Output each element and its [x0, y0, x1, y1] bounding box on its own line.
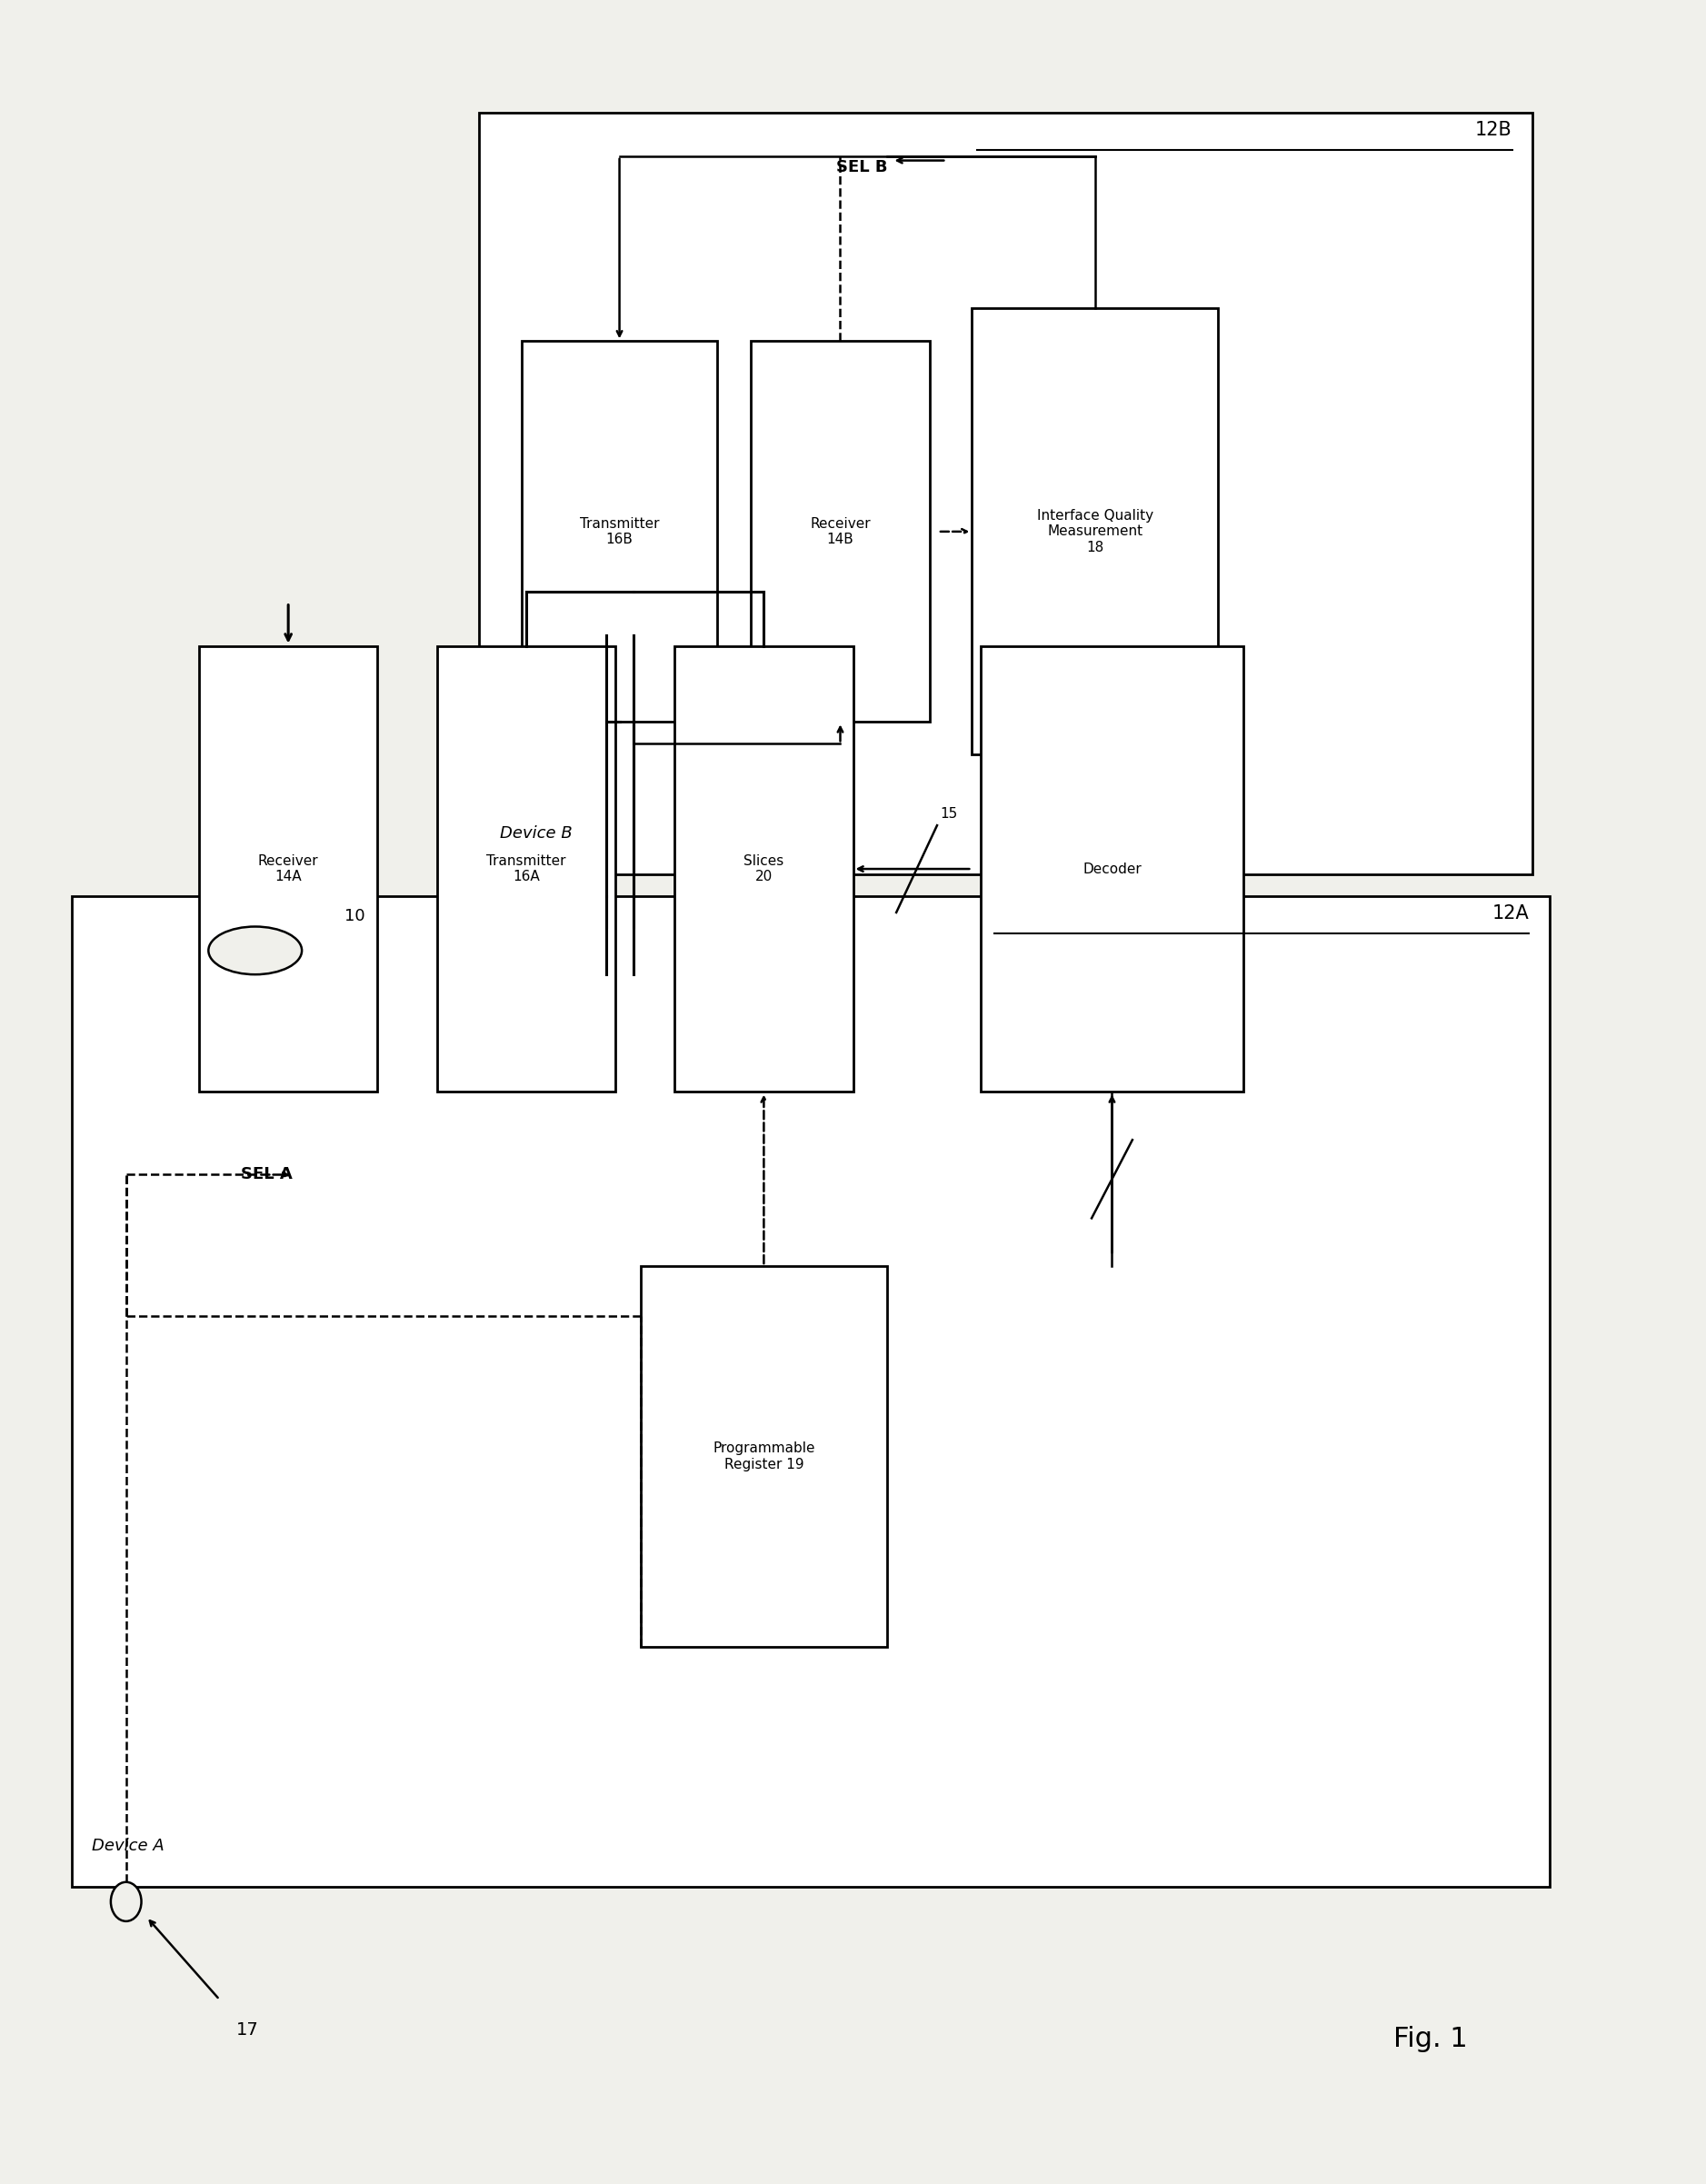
- Text: 17: 17: [237, 2022, 259, 2038]
- Text: Transmitter
16A: Transmitter 16A: [486, 854, 566, 885]
- Text: Receiver
14A: Receiver 14A: [258, 854, 319, 885]
- Bar: [72, 895, 1549, 1887]
- Text: 12B: 12B: [1476, 120, 1512, 140]
- Text: 15: 15: [940, 808, 959, 821]
- Text: 10: 10: [345, 909, 365, 924]
- Bar: [479, 114, 1532, 874]
- Text: SEL A: SEL A: [241, 1166, 293, 1184]
- Bar: [972, 308, 1218, 756]
- Text: 12A: 12A: [1493, 904, 1529, 922]
- Ellipse shape: [208, 926, 302, 974]
- Bar: [437, 646, 616, 1092]
- Text: Decoder: Decoder: [1083, 863, 1141, 876]
- Text: Slices
20: Slices 20: [744, 854, 785, 885]
- Text: Receiver
14B: Receiver 14B: [810, 518, 870, 546]
- Text: Device B: Device B: [500, 826, 572, 841]
- Text: Transmitter
16B: Transmitter 16B: [580, 518, 659, 546]
- Bar: [674, 646, 853, 1092]
- Text: Fig. 1: Fig. 1: [1394, 2025, 1467, 2053]
- Text: Device A: Device A: [92, 1837, 164, 1854]
- Circle shape: [111, 1883, 142, 1922]
- Bar: [641, 1267, 887, 1647]
- Bar: [981, 646, 1244, 1092]
- Text: Interface Quality
Measurement
18: Interface Quality Measurement 18: [1037, 509, 1153, 555]
- Bar: [200, 646, 377, 1092]
- Text: Programmable
Register 19: Programmable Register 19: [713, 1441, 815, 1472]
- Text: SEL B: SEL B: [836, 159, 887, 175]
- Bar: [751, 341, 930, 723]
- Bar: [522, 341, 717, 723]
